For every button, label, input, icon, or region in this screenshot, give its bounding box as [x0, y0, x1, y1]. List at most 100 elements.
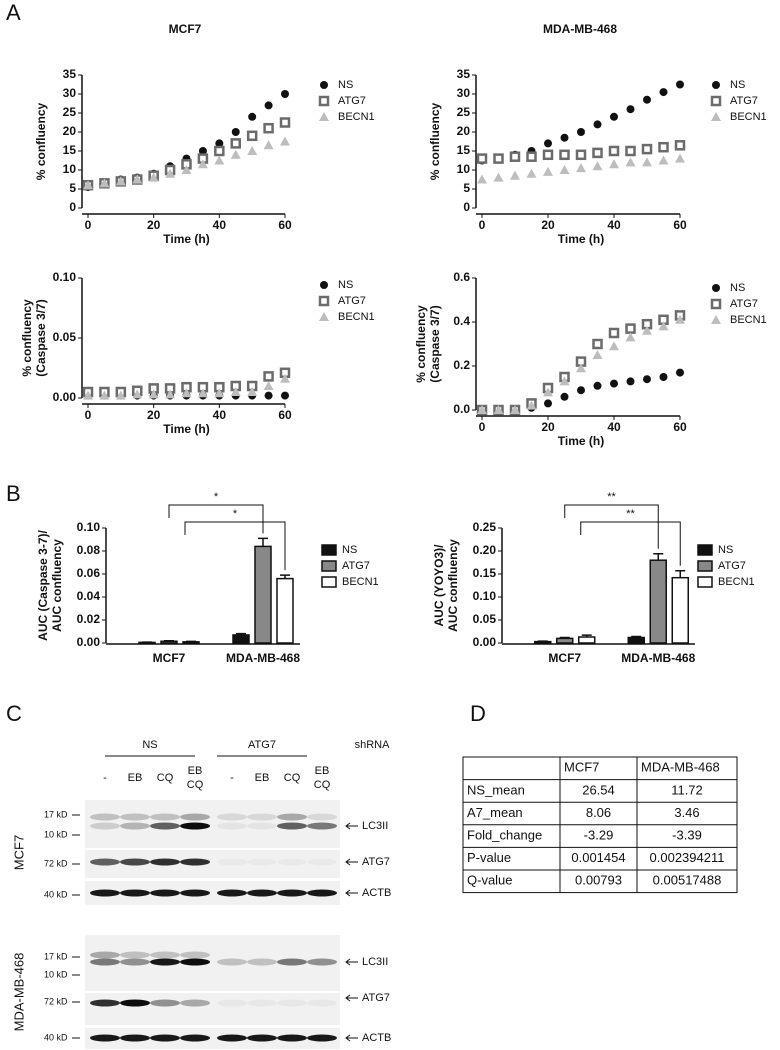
legend-label: BECN1: [730, 111, 767, 123]
marker: [99, 178, 110, 188]
y-axis-label: (Caspase 3/7): [428, 305, 442, 382]
marker: [592, 161, 603, 171]
significance-bracket: [580, 521, 681, 566]
marker: [626, 377, 635, 386]
legend-swatch: [321, 576, 337, 588]
lane-label: -: [103, 772, 107, 784]
x-tick-label: 60: [673, 218, 687, 232]
shrna-label: shRNA: [355, 739, 391, 751]
marker: [543, 166, 553, 176]
y-tick-label: 20: [63, 124, 77, 138]
error-bar: [631, 635, 642, 638]
marker: [559, 376, 570, 386]
legend-marker: [320, 81, 328, 89]
chart-title: MCF7: [169, 22, 202, 36]
blot-band: [180, 858, 210, 866]
y-axis-label: (Caspase 3/7): [34, 299, 48, 376]
marker: [642, 325, 652, 335]
y-tick-label: 0.15: [473, 566, 497, 580]
marker: [658, 155, 669, 165]
marker: [544, 399, 552, 408]
marker: [526, 151, 537, 162]
marker: [148, 172, 159, 182]
marker: [197, 388, 208, 398]
significance-label: *: [214, 491, 219, 503]
error-bar: [653, 553, 664, 561]
arrow: [345, 822, 358, 830]
blot-band: [277, 999, 307, 1007]
blot-band: [307, 958, 337, 966]
target-label: ATG7: [362, 856, 390, 868]
marker: [247, 146, 258, 155]
blot-band: [307, 889, 337, 897]
marker: [263, 381, 274, 390]
x-tick-label: MCF7: [548, 651, 581, 665]
marker: [675, 153, 685, 163]
blot-band: [180, 822, 210, 830]
x-tick-label: 40: [607, 218, 621, 232]
marker: [608, 145, 620, 157]
x-axis-label: Time (h): [558, 232, 604, 246]
blot-band: [307, 813, 337, 821]
y-tick-label: 25: [63, 105, 77, 119]
table-header: MDA-MB-468: [641, 760, 720, 775]
blot-band: [180, 1034, 210, 1042]
y-tick-label: 0.10: [473, 589, 497, 603]
blot-band: [277, 813, 307, 821]
lane-label: CQ: [187, 779, 204, 791]
y-tick-label: 0.2: [453, 358, 470, 372]
target-label: LC3II: [362, 820, 388, 832]
y-tick-label: 15: [457, 143, 471, 157]
bar: [556, 637, 574, 644]
marker: [625, 332, 636, 342]
blot-band: [90, 951, 120, 959]
marker: [659, 373, 668, 381]
bar: [254, 545, 272, 644]
marker: [214, 145, 225, 157]
legend-label: NS: [338, 79, 353, 91]
arrow: [345, 958, 358, 966]
group-label: NS: [142, 739, 157, 751]
marker: [658, 321, 669, 331]
blot-band: [150, 858, 180, 866]
blot-band: [277, 859, 307, 866]
blot-band: [307, 999, 337, 1007]
blot-band: [90, 858, 120, 866]
x-tick-label: 0: [479, 218, 486, 232]
legend-label: NS: [338, 279, 353, 291]
marker: [279, 117, 291, 128]
blot-band: [120, 813, 150, 821]
y-tick-label: 0.06: [77, 566, 101, 580]
bar: [232, 634, 250, 644]
blot-band: [180, 951, 210, 959]
marker: [493, 405, 504, 414]
legend-swatch: [321, 560, 337, 572]
marker: [676, 80, 684, 89]
y-tick-label: 0.10: [77, 520, 101, 534]
panel-label: B: [6, 481, 21, 506]
marker: [263, 122, 274, 134]
marker: [281, 90, 289, 98]
y-tick-label: 0.00: [473, 635, 497, 649]
error-bar: [280, 574, 290, 579]
marker: [214, 155, 225, 165]
blot-band: [90, 822, 120, 830]
blot-band: [217, 958, 247, 966]
x-tick-label: MDA-MB-468: [621, 651, 695, 665]
legend-label: NS: [730, 282, 745, 294]
marker: [132, 389, 143, 399]
legend-swatch: [697, 560, 713, 572]
blot-band: [150, 999, 180, 1007]
marker: [246, 130, 258, 142]
blot-band: [120, 822, 150, 830]
marker: [593, 381, 602, 390]
target-label: ACTB: [362, 887, 391, 899]
table-cell: 8.06: [586, 805, 611, 820]
marker: [543, 387, 553, 397]
marker: [247, 387, 258, 396]
target-label: LC3II: [362, 956, 388, 968]
lane-label: CQ: [314, 779, 331, 791]
target-label: ATG7: [362, 992, 390, 1004]
marker: [83, 390, 93, 400]
blot-band: [217, 859, 247, 866]
